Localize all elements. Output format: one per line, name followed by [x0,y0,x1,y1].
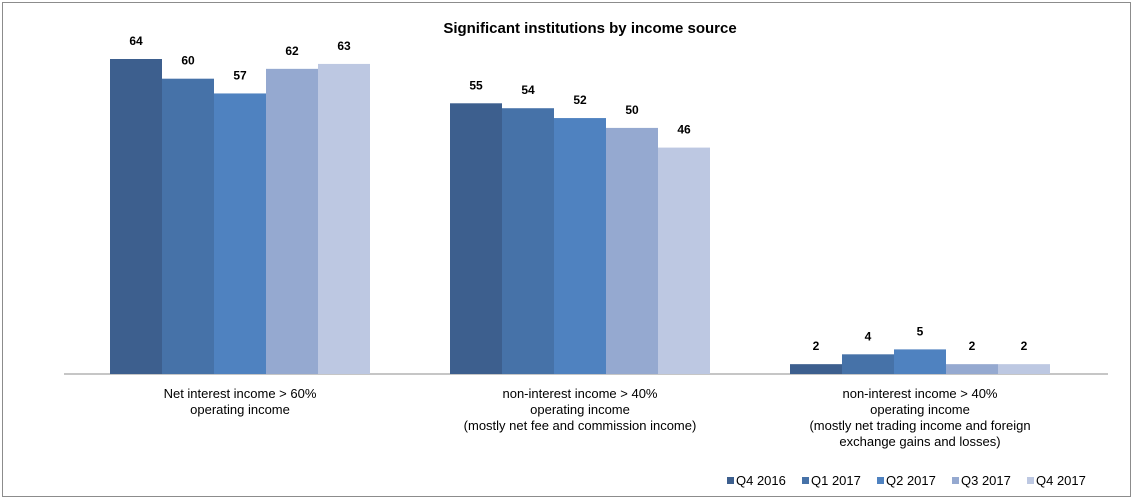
category-label: operating income [530,402,630,417]
chart-title: Significant institutions by income sourc… [443,20,736,37]
bar-2-q2-2017 [554,118,606,374]
category-label: non-interest income > 40% [502,386,657,401]
data-label: 50 [625,103,639,117]
legend: Q4 2016 Q1 2017 Q2 2017 Q3 2017 Q4 2017 [727,473,1086,488]
data-label: 2 [969,339,976,353]
legend-item: Q1 2017 [802,473,861,488]
data-label: 5 [917,324,924,338]
legend-swatch [1027,477,1034,484]
bar-1-q1-2017 [162,78,214,374]
legend-item: Q4 2016 [727,473,786,488]
category-label: operating income [190,402,290,417]
legend-item: Q3 2017 [952,473,1011,488]
legend-swatch [877,477,884,484]
bar-3-q3-2017 [946,364,998,374]
bar-2-q4-2017 [658,147,710,374]
category-label: Net interest income > 60% [164,386,317,401]
legend-swatch [727,477,734,484]
category-label: (mostly net fee and commission income) [464,418,697,433]
data-label: 52 [573,93,587,107]
data-label: 57 [233,68,247,82]
category-label: non-interest income > 40% [842,386,997,401]
data-label: 62 [285,44,299,58]
legend-swatch [952,477,959,484]
data-label: 55 [469,78,483,92]
legend-label: Q4 2017 [1036,473,1086,488]
data-label: 4 [865,329,872,343]
bars-layer [110,59,1050,374]
data-label: 64 [129,34,143,48]
category-label: (mostly net trading income and foreign [809,418,1030,433]
legend-label: Q2 2017 [886,473,936,488]
category-label: operating income [870,402,970,417]
category-label: exchange gains and losses) [839,434,1000,449]
bar-3-q4-2017 [998,364,1050,374]
bar-1-q3-2017 [266,68,318,374]
bar-2-q1-2017 [502,108,554,374]
legend-label: Q3 2017 [961,473,1011,488]
legend-label: Q1 2017 [811,473,861,488]
data-label: 2 [813,339,820,353]
bar-3-q4-2016 [790,364,842,374]
legend-item: Q2 2017 [877,473,936,488]
bar-1-q4-2017 [318,63,370,374]
bar-1-q2-2017 [214,93,266,374]
bar-1-q4-2016 [110,59,162,374]
data-label: 46 [677,123,691,137]
data-label: 2 [1021,339,1028,353]
bar-3-q2-2017 [894,349,946,374]
legend-swatch [802,477,809,484]
category-labels-layer: Net interest income > 60%operating incom… [164,386,1031,449]
bar-2-q3-2017 [606,127,658,374]
bar-2-q4-2016 [450,103,502,374]
data-label: 60 [181,54,195,68]
data-label: 54 [521,83,535,97]
bar-3-q1-2017 [842,354,894,374]
legend-label: Q4 2016 [736,473,786,488]
data-label: 63 [337,39,351,53]
legend-item: Q4 2017 [1027,473,1086,488]
